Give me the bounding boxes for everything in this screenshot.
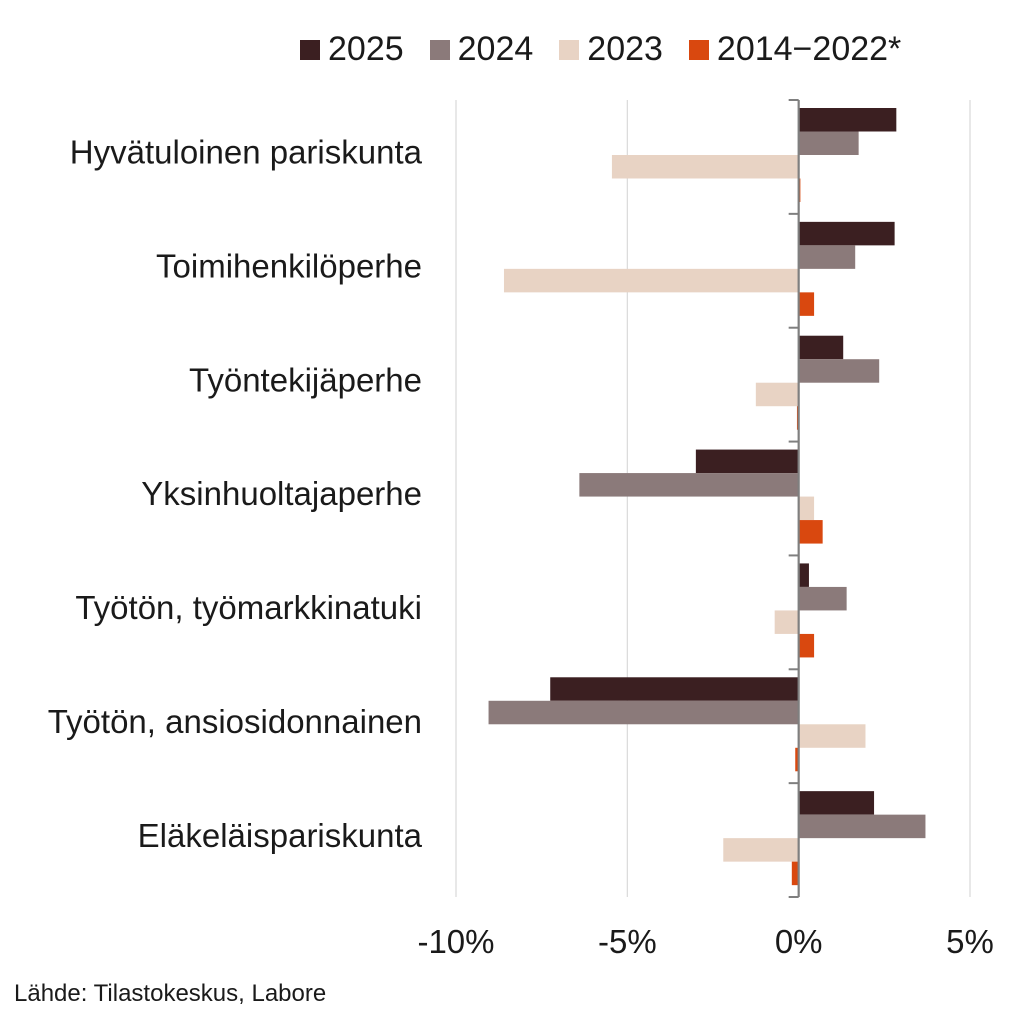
legend-swatch	[300, 39, 320, 60]
category-label: Työtön, työmarkkinatuki	[75, 589, 422, 626]
bar	[798, 359, 880, 383]
legend-item: 2025	[300, 30, 404, 69]
bar	[798, 791, 875, 815]
source-note: Lähde: Tilastokeskus, Labore	[14, 980, 327, 1007]
category-label: Yksinhuoltajaperhe	[141, 475, 422, 512]
x-tick-label: -10%	[417, 923, 494, 960]
bars	[488, 108, 926, 886]
bar	[798, 245, 856, 269]
bar	[798, 814, 926, 839]
x-tick-label: 5%	[946, 923, 994, 960]
x-tick-labels: -10% -5% 0% 5%	[417, 923, 993, 960]
bar	[755, 382, 799, 407]
legend-item: 2014−2022*	[688, 30, 902, 69]
legend-swatch	[429, 39, 450, 60]
legend-swatch	[559, 39, 580, 60]
bar	[550, 677, 799, 701]
bar	[611, 155, 799, 179]
legend-label: 2023	[587, 30, 663, 68]
bar	[798, 131, 859, 155]
x-tick-label: 0%	[775, 923, 823, 960]
bar	[791, 861, 799, 886]
bar	[774, 610, 799, 634]
bar	[798, 633, 815, 658]
category-label: Työtön, ansiosidonnainen	[48, 703, 422, 740]
bar	[798, 496, 815, 521]
category-label: Toimihenkilöperhe	[156, 248, 422, 285]
bar	[488, 700, 799, 725]
gridlines	[455, 100, 971, 897]
bar	[798, 724, 866, 748]
bar	[579, 473, 799, 497]
legend-label: 2024	[457, 30, 534, 68]
category-label: Työntekijäperhe	[189, 361, 422, 398]
legend-swatch	[688, 39, 709, 60]
bar	[798, 520, 823, 544]
bar	[798, 335, 844, 360]
bar	[723, 838, 799, 862]
legend-label: 2025	[328, 30, 404, 68]
x-tick-label: -5%	[598, 923, 657, 960]
bar	[503, 268, 799, 293]
zero-axis	[788, 99, 800, 898]
legend: 2025 2024 2023 2014−2022*	[300, 30, 901, 69]
legend-item: 2023	[559, 30, 663, 69]
legend-label: 2014−2022*	[716, 30, 902, 68]
category-label: Hyvätuloinen pariskunta	[70, 134, 423, 171]
bar	[795, 747, 799, 772]
bar	[798, 586, 847, 611]
category-labels: Hyvätuloinen pariskunta Toimihenkilöperhe…	[48, 134, 423, 854]
bar	[695, 449, 799, 474]
bar	[798, 108, 897, 132]
bar	[798, 563, 809, 587]
category-label: Eläkeläispariskunta	[138, 817, 423, 854]
legend-item: 2024	[429, 30, 534, 69]
bar	[798, 292, 815, 316]
bar	[798, 221, 895, 246]
